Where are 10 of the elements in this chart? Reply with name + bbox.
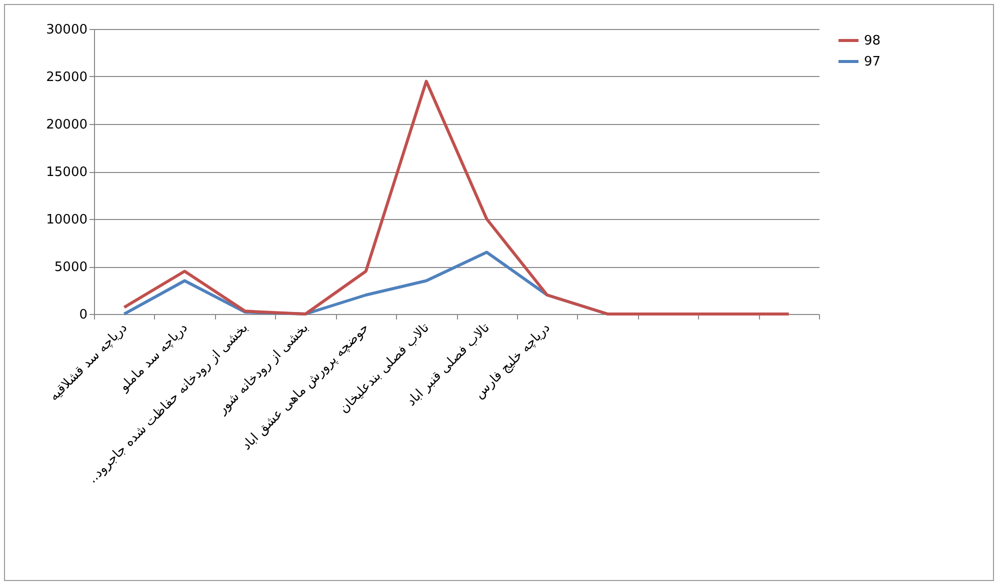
legend-label: 97 xyxy=(864,54,881,70)
legend-label: 98 xyxy=(864,34,881,48)
line-series xyxy=(122,80,790,316)
y-tick-label: 20000 xyxy=(46,118,88,132)
y-tick-label: 30000 xyxy=(46,22,88,38)
y-tick-label: 5000 xyxy=(54,260,88,275)
y-tick-label: 10000 xyxy=(46,212,88,228)
y-tick-label: 0 xyxy=(79,308,88,322)
y-tick-label: 25000 xyxy=(46,70,88,85)
y-tick-label: 15000 xyxy=(46,165,88,180)
